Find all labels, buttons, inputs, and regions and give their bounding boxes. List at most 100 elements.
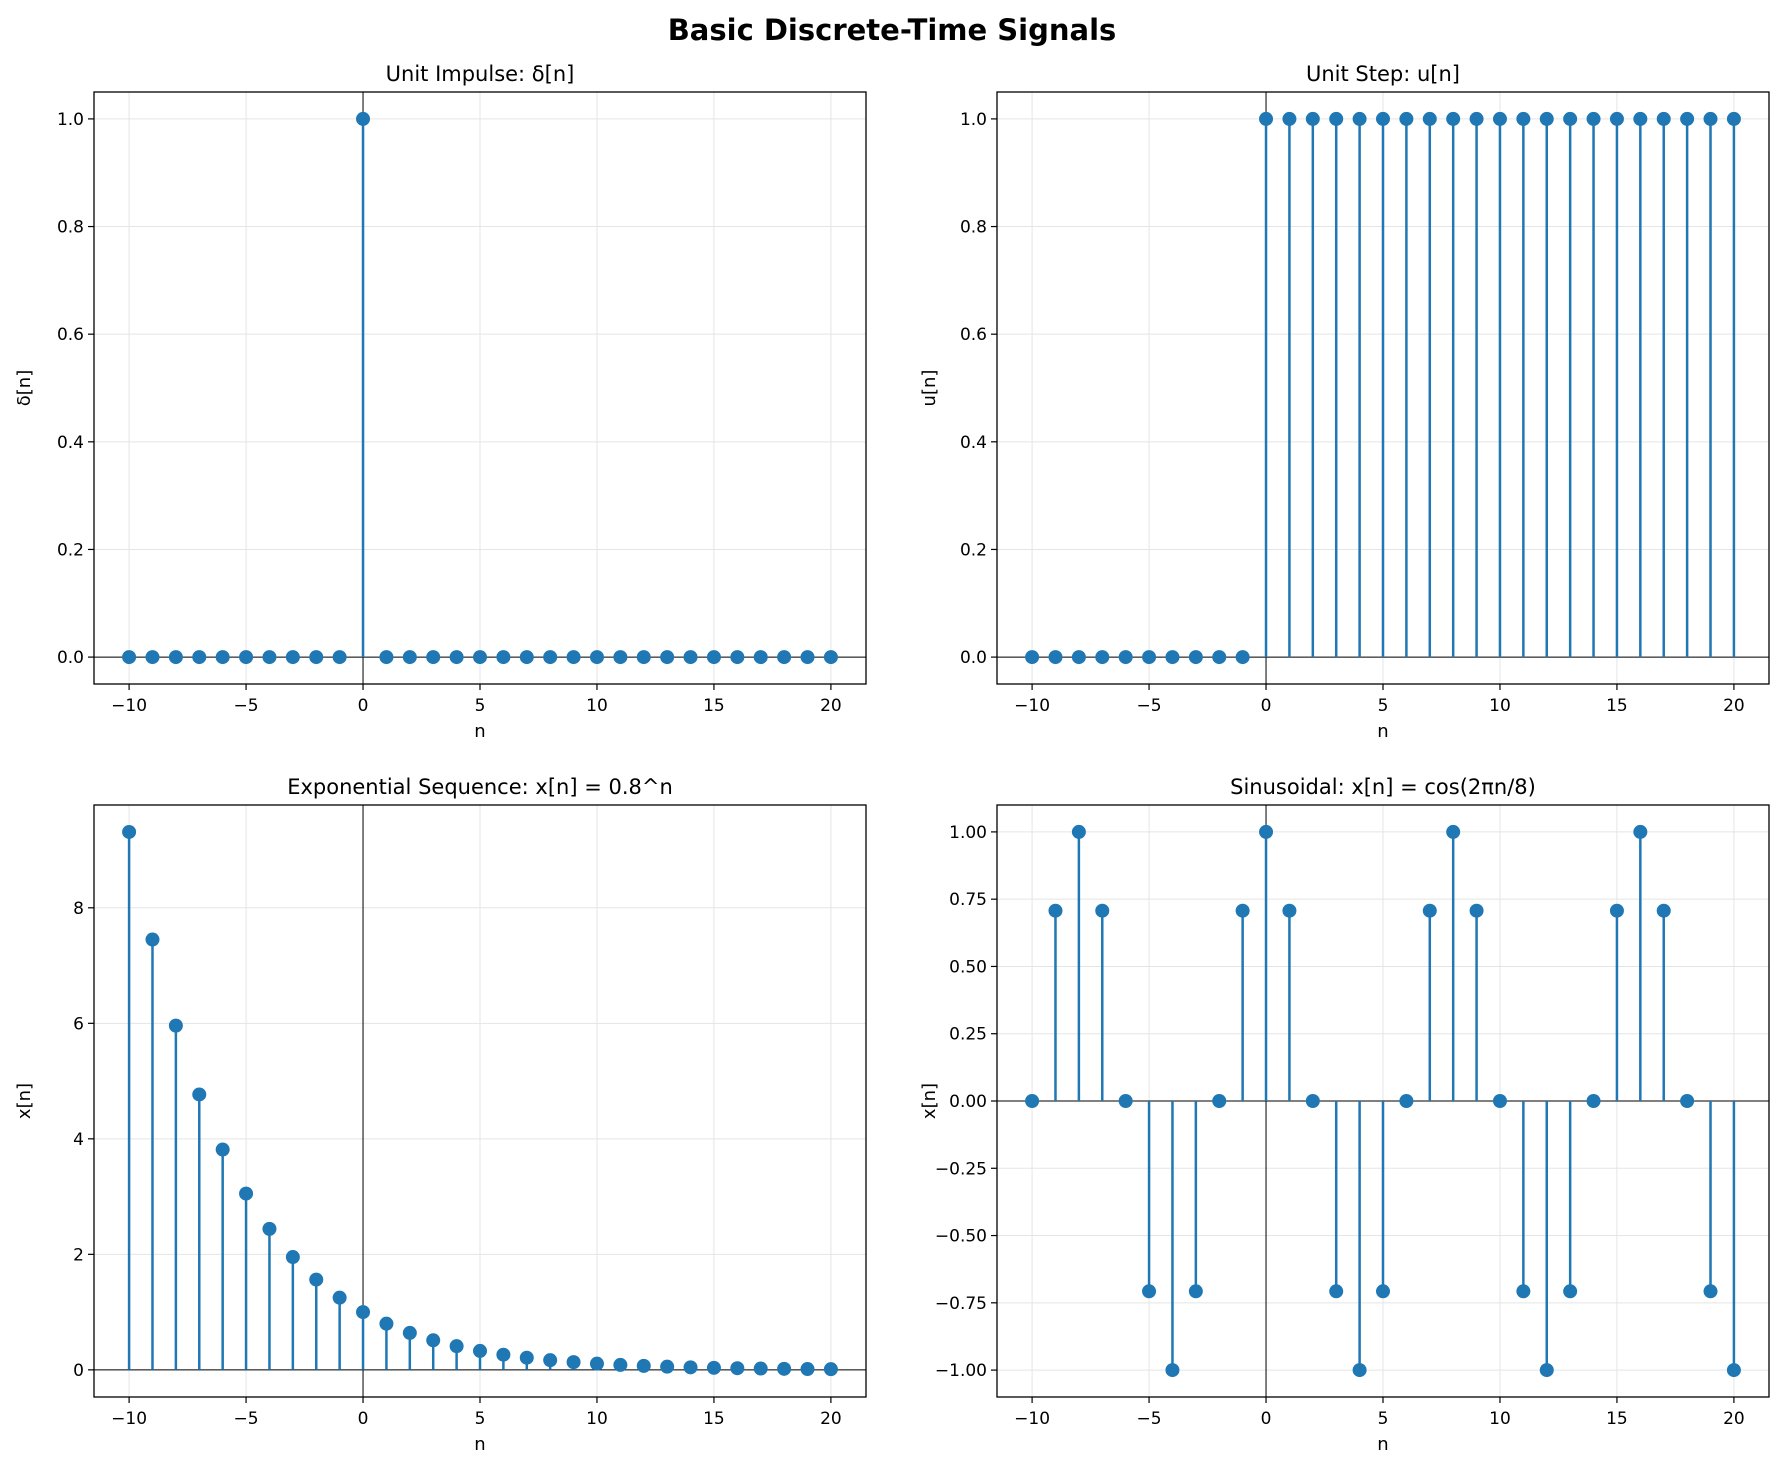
stem-marker	[239, 1186, 254, 1201]
y-tick-label: 1.0	[960, 110, 987, 130]
stem-marker	[145, 932, 160, 947]
y-tick-label: 0.4	[57, 433, 84, 453]
stem-marker	[1259, 111, 1274, 126]
x-axis-label: n	[474, 721, 485, 742]
stem-marker	[1282, 111, 1297, 126]
stem-marker	[1212, 1094, 1227, 1108]
y-axis-label: δ[n]	[14, 370, 35, 406]
y-tick-label: 0.8	[960, 218, 987, 238]
stem-marker	[566, 1355, 581, 1370]
stem-marker	[1095, 903, 1110, 918]
stem-marker	[1282, 903, 1297, 918]
stem-marker	[332, 1290, 347, 1305]
y-tick-label: 2	[73, 1245, 84, 1265]
stem-marker	[168, 1018, 183, 1033]
y-tick-label: −0.25	[935, 1159, 987, 1179]
x-tick-label: −10	[111, 1409, 147, 1429]
y-tick-label: 4	[73, 1130, 84, 1150]
stem-marker	[777, 1361, 792, 1376]
stem-marker	[1609, 111, 1624, 126]
stem-marker	[543, 650, 558, 665]
stem-marker	[1703, 111, 1718, 126]
stem-marker	[1586, 1094, 1601, 1108]
y-tick-label: 0.00	[949, 1092, 987, 1112]
stem-marker	[519, 650, 534, 665]
subplot-2: −10 −5 0 5 10 15 20 0.0 0.2 0.4 0.6 0.8 1.0 Unit Step…	[919, 62, 1770, 742]
y-tick-label: −0.75	[935, 1294, 987, 1314]
stem-marker	[1095, 650, 1110, 665]
stem-marker	[706, 1360, 721, 1375]
y-tick-label: 0.2	[57, 540, 84, 560]
stem-marker	[1352, 1363, 1367, 1378]
x-tick-label: 15	[1606, 696, 1628, 716]
y-tick-label: 0.6	[960, 325, 987, 345]
stem-marker	[1235, 903, 1250, 918]
subplot-title: Unit Step: u[n]	[1306, 62, 1460, 86]
stem-marker	[519, 1350, 534, 1365]
x-tick-label: 5	[475, 1409, 486, 1429]
stem-marker	[1656, 111, 1671, 126]
stem-marker	[1446, 824, 1461, 839]
y-axis-label: x[n]	[919, 1083, 940, 1119]
stem-marker	[145, 650, 160, 665]
stem-marker	[660, 650, 675, 665]
x-tick-label: −10	[111, 696, 147, 716]
x-tick-label: 20	[820, 1409, 842, 1429]
subplot-title: Unit Impulse: δ[n]	[386, 62, 575, 86]
stem-marker	[1118, 650, 1133, 665]
x-tick-label: 0	[358, 696, 369, 716]
y-tick-label: −1.00	[935, 1361, 987, 1381]
stem-marker	[823, 1362, 838, 1377]
x-tick-label: −5	[1137, 696, 1162, 716]
stem-marker	[1516, 111, 1531, 126]
stem-marker	[379, 1316, 394, 1331]
stem-marker	[1025, 1094, 1040, 1108]
y-tick-label: 0.0	[960, 648, 987, 668]
subplot-title: Sinusoidal: x[n] = cos(2πn/8)	[1230, 775, 1536, 799]
stem-marker	[1516, 1284, 1531, 1299]
y-tick-label: 6	[73, 1014, 84, 1034]
stem-marker	[1609, 903, 1624, 918]
stem-marker	[1446, 111, 1461, 126]
stem-marker	[1165, 650, 1180, 665]
x-tick-label: 20	[1723, 696, 1745, 716]
subplot-title: Exponential Sequence: x[n] = 0.8^n	[287, 775, 673, 799]
y-tick-label: 0.4	[960, 433, 987, 453]
stem-marker	[800, 1362, 815, 1377]
x-axis-label: n	[1377, 721, 1388, 742]
stem-marker	[262, 1221, 277, 1236]
stem-marker	[1212, 650, 1227, 665]
stem-marker	[426, 1333, 441, 1348]
stem-marker	[239, 650, 254, 665]
stem-marker	[1048, 650, 1063, 665]
stem-marker	[426, 650, 441, 665]
stem-marker	[1656, 903, 1671, 918]
stem-marker	[1726, 1363, 1741, 1378]
x-tick-label: 20	[1723, 1409, 1745, 1429]
stem-marker	[660, 1359, 675, 1374]
stem-marker	[1422, 903, 1437, 918]
stem-marker	[402, 1325, 417, 1340]
x-tick-label: −10	[1014, 696, 1050, 716]
x-tick-label: 15	[703, 1409, 725, 1429]
y-tick-label: 0.50	[949, 957, 987, 977]
stem-marker	[262, 650, 277, 665]
stem-marker	[285, 650, 300, 665]
y-tick-label: 0	[73, 1361, 84, 1381]
stem-marker	[636, 1358, 651, 1373]
stem-marker	[1539, 1363, 1554, 1378]
stem-marker	[1071, 824, 1086, 839]
stem-marker	[1329, 1284, 1344, 1299]
stem-marker	[1048, 903, 1063, 918]
stem-marker	[285, 1250, 300, 1265]
x-tick-label: 10	[1489, 1409, 1511, 1429]
stem-marker	[356, 111, 371, 126]
stem-marker	[1071, 650, 1086, 665]
x-tick-label: 10	[1489, 696, 1511, 716]
y-tick-label: 8	[73, 899, 84, 919]
stem-marker	[1352, 111, 1367, 126]
stem-marker	[168, 650, 183, 665]
stem-marker	[1726, 111, 1741, 126]
